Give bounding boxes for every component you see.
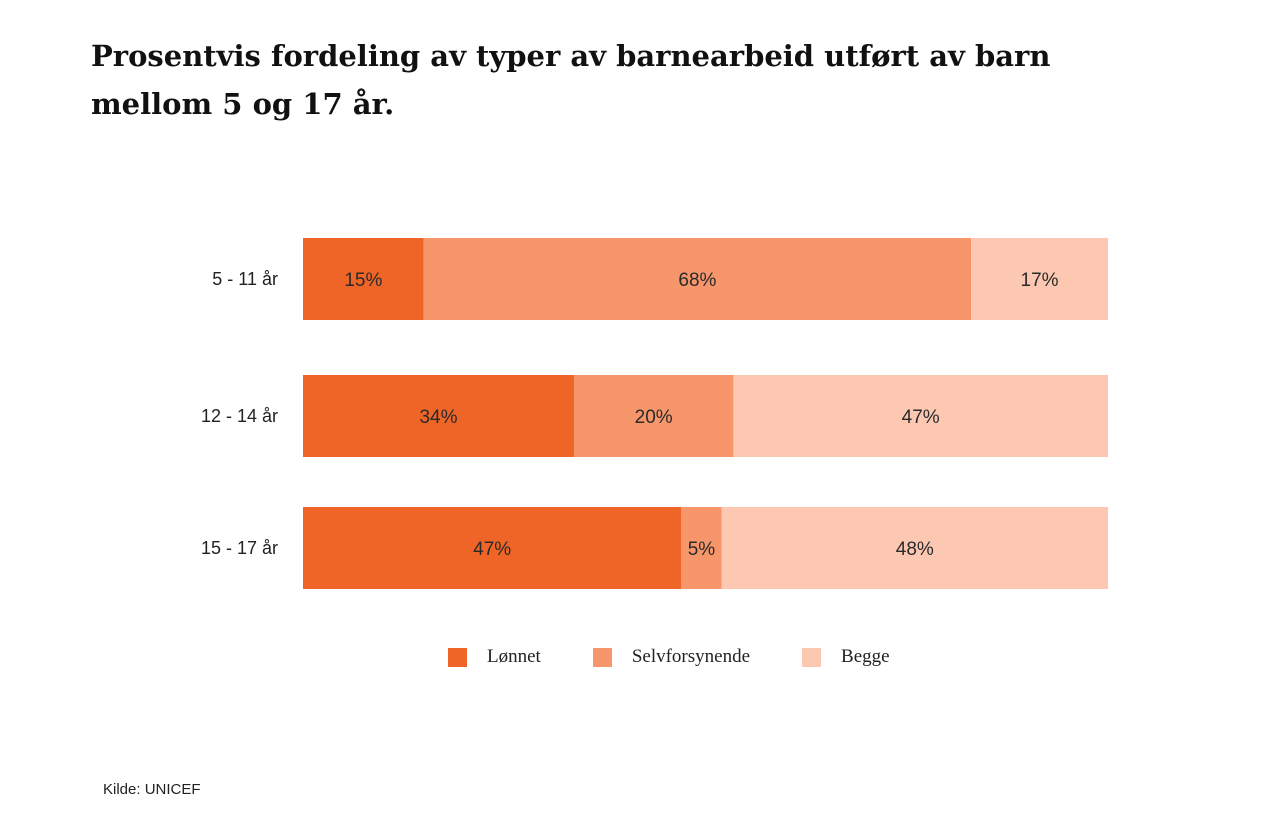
bar-segment [423,238,972,320]
legend-item-begge: Begge [802,646,890,668]
source-note: Kilde: UNICEF [103,781,201,798]
bars-group: 5 - 11 år 15% 68% 17% 12 - 14 år 34% 20% 47% 15 … [201,238,1108,589]
legend-label-lonnet: Lønnet [487,646,541,667]
data-label: 47% [473,539,511,560]
legend-swatch-lonnet [448,647,467,667]
bar-segment [573,375,734,457]
data-label: 20% [635,407,673,428]
chart-legend: Lønnet Selvforsynende Begge [448,646,890,668]
bar-segment [971,238,1108,320]
category-label: 5 - 11 år [212,269,278,289]
category-label: 15 - 17 år [201,538,278,558]
legend-label-begge: Begge [841,646,890,667]
bar-segment [303,375,574,457]
data-label: 48% [896,539,934,560]
bar-segment [681,507,722,589]
data-label: 15% [344,270,382,291]
data-label: 34% [419,407,457,428]
data-label: 5% [688,539,716,560]
legend-item-lonnet: Lønnet [448,646,541,668]
bar-segment [303,507,682,589]
legend-swatch-begge [802,647,822,667]
legend-swatch-selvforsynende [592,647,612,667]
bar-segment [733,375,1108,457]
data-label: 68% [678,270,716,291]
legend-item-selvforsynende: Selvforsynende [592,646,751,668]
chart-title: Prosentvis fordeling av typer av barnear… [91,39,1051,121]
bar-segment [721,507,1108,589]
bar-segment [303,238,424,320]
data-label: 47% [902,407,940,428]
category-label: 12 - 14 år [201,406,278,426]
data-label: 17% [1021,270,1059,291]
legend-label-selvforsynende: Selvforsynende [631,646,751,667]
